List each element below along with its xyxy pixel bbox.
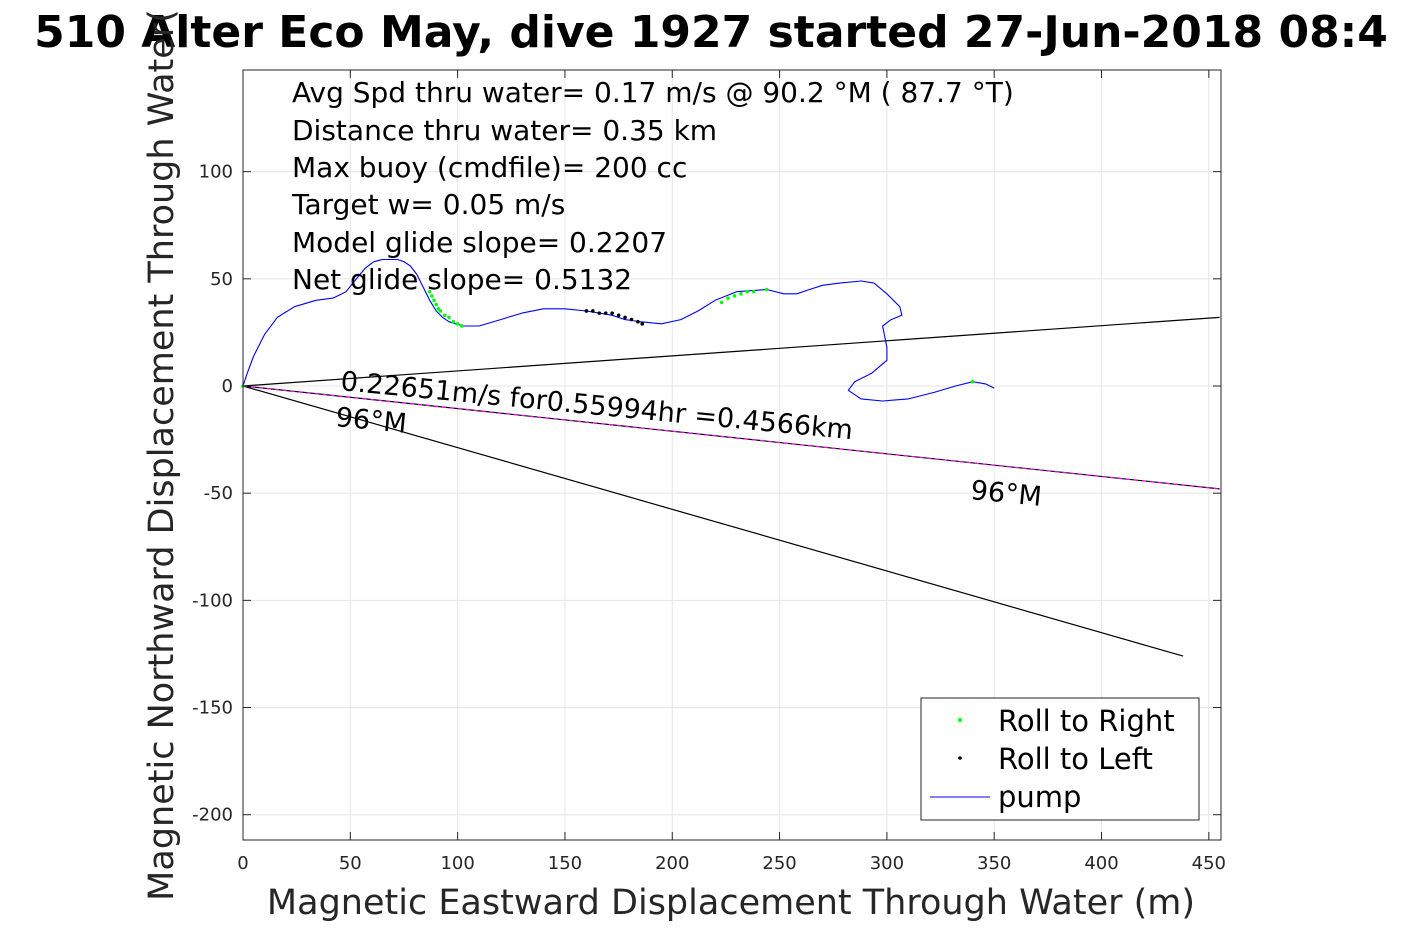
roll-right-point (427, 289, 432, 294)
roll-left-point (623, 315, 627, 320)
x-axis-label: Magnetic Eastward Displacement Through W… (267, 883, 1195, 923)
roll-right-point (451, 319, 456, 324)
y-tick-label: -200 (192, 805, 233, 826)
roll-right-point (764, 287, 769, 292)
roll-right-point (719, 300, 724, 305)
roll-right-point (726, 296, 730, 300)
plot-area (241, 258, 1220, 657)
roll-right-point (745, 289, 750, 294)
series-pump-track (242, 258, 995, 402)
y-tick-label: 50 (210, 269, 233, 290)
legend-label-roll-right: Roll to Right (998, 704, 1175, 738)
stat-avg-speed: Avg Spd thru water= 0.17 m/s @ 90.2 °M (… (292, 76, 1014, 109)
x-tick-label: 300 (870, 853, 904, 874)
roll-right-point (432, 298, 436, 303)
x-tick-label: 250 (762, 853, 796, 874)
y-tick-label: -100 (192, 590, 233, 611)
x-tick-label: 450 (1192, 853, 1226, 874)
x-tick-label: 50 (339, 853, 362, 874)
roll-right-point (752, 289, 756, 294)
roll-left-point (584, 309, 589, 313)
stat-model-glide: Model glide slope= 0.2207 (292, 226, 667, 259)
roll-left-point (591, 309, 595, 313)
y-tick-label: 0 (222, 376, 233, 397)
legend-marker-roll-left (958, 756, 962, 760)
y-tick-label: -50 (204, 483, 233, 504)
roll-right-point (447, 315, 451, 320)
roll-left-point (636, 319, 640, 324)
grid (242, 70, 1221, 840)
legend-label-pump: pump (998, 780, 1081, 814)
series-cone-upper (242, 316, 1220, 387)
x-tick-label: 400 (1084, 853, 1118, 874)
stat-distance: Distance thru water= 0.35 km (292, 114, 717, 147)
y-tick-label: -150 (192, 698, 233, 719)
x-tick-label: 150 (548, 853, 582, 874)
roll-right-point (455, 322, 460, 326)
stat-max-buoy: Max buoy (cmdfile)= 200 cc (292, 151, 687, 184)
roll-right-point (970, 379, 975, 384)
stat-target-w: Target w= 0.05 m/s (291, 188, 565, 221)
x-axis-ticks: 0 50 100 150 200 250 300 350 400 450 (237, 70, 1226, 874)
series-cone-lower (242, 385, 1184, 657)
roll-right-point (460, 324, 464, 328)
legend: Roll to Right Roll to Left pump (920, 697, 1200, 821)
roll-left-point (616, 313, 621, 318)
x-tick-label: 200 (655, 853, 689, 874)
roll-left-point (603, 311, 608, 315)
roll-left-point (610, 311, 614, 315)
x-tick-label: 0 (237, 853, 248, 874)
legend-box (920, 697, 1200, 821)
heading-label-start: 96°M (334, 402, 408, 440)
x-tick-label: 100 (440, 853, 474, 874)
y-axis-ticks: 100 50 0 -50 -100 -150 -200 (192, 162, 1221, 826)
roll-right-point (438, 309, 443, 313)
chart-title: 510 Alter Eco May, dive 1927 started 27-… (34, 7, 1388, 58)
roll-left-point (629, 317, 634, 322)
legend-marker-roll-right (958, 718, 962, 722)
roll-right-point (442, 313, 447, 318)
roll-right-point (732, 294, 737, 298)
y-axis-label: Magnetic Northward Displacement Through … (142, 9, 182, 901)
roll-left-point (640, 322, 645, 326)
stat-net-glide: Net glide slope= 0.5132 (292, 263, 632, 296)
legend-label-roll-left: Roll to Left (998, 742, 1153, 776)
heading-label-end: 96°M (969, 475, 1043, 513)
current-annotation: 0.22651m/s for0.55994hr =0.4566km (339, 366, 854, 446)
stats-block: Avg Spd thru water= 0.17 m/s @ 90.2 °M (… (291, 76, 1014, 296)
roll-right-point (430, 294, 434, 298)
y-tick-label: 100 (199, 162, 233, 183)
series-current-dashed (242, 385, 1220, 490)
roll-right-point (739, 292, 743, 296)
roll-left-point (597, 311, 602, 315)
axes-box (242, 69, 1222, 841)
x-tick-label: 350 (977, 853, 1011, 874)
roll-right-point (434, 302, 438, 307)
